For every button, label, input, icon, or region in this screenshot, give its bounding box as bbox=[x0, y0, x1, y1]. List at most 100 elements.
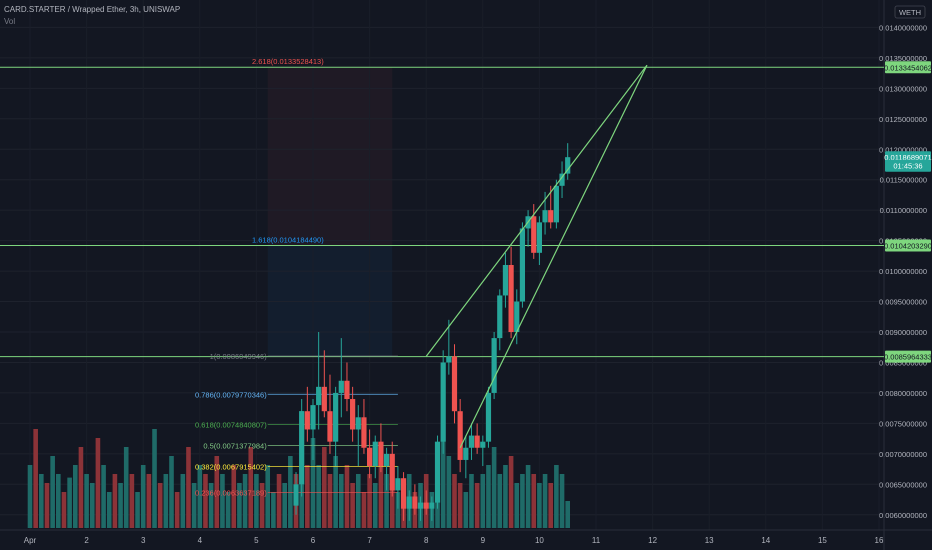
y-tick-label: 0.0100000000 bbox=[879, 267, 927, 276]
candle-body bbox=[395, 478, 401, 491]
y-tick-label: 0.0140000000 bbox=[879, 23, 927, 32]
fib-extension-zone-upper bbox=[267, 67, 393, 246]
y-tick-label: 0.0110000000 bbox=[880, 206, 927, 215]
y-tick-label: 0.0080000000 bbox=[879, 389, 927, 398]
candle-body bbox=[350, 399, 356, 430]
volume-bar bbox=[463, 492, 469, 528]
fib-retracement-label: 0.786(0.0079770346) bbox=[195, 390, 267, 399]
volume-bar bbox=[440, 420, 446, 528]
candle-body bbox=[333, 392, 339, 442]
x-tick-label: 5 bbox=[254, 536, 259, 545]
price-tag-label: 0.0104203290 bbox=[884, 241, 932, 250]
candle-body bbox=[372, 441, 378, 467]
x-tick-label: 12 bbox=[648, 536, 657, 545]
volume-bar bbox=[525, 465, 531, 528]
candle-body bbox=[389, 453, 395, 491]
candle-body bbox=[316, 386, 322, 406]
y-tick-label: 0.0085000000 bbox=[879, 358, 927, 367]
volume-bar bbox=[89, 483, 95, 528]
volume-bar bbox=[282, 483, 287, 528]
volume-bar bbox=[254, 474, 259, 528]
volume-bar bbox=[548, 483, 554, 528]
chart-title: CARD.STARTER / Wrapped Ether, 3h, UNISWA… bbox=[4, 5, 181, 14]
candle-body bbox=[474, 435, 480, 448]
x-tick-label: 6 bbox=[311, 536, 316, 545]
price-tag-box bbox=[885, 61, 931, 74]
volume-bar bbox=[140, 465, 146, 528]
volume-bar bbox=[457, 483, 463, 528]
volume-bar bbox=[276, 474, 282, 528]
volume-bar bbox=[271, 492, 276, 528]
candle-body bbox=[344, 380, 350, 400]
candle-body bbox=[412, 496, 418, 509]
candle-body bbox=[480, 441, 486, 448]
candle-body bbox=[406, 496, 412, 509]
volume-bar bbox=[395, 492, 401, 528]
volume-bar bbox=[174, 492, 180, 528]
volume-bar bbox=[123, 447, 129, 528]
volume-bar bbox=[559, 474, 565, 528]
volume-bar bbox=[531, 474, 537, 528]
candle-body bbox=[417, 502, 424, 509]
volume-bar bbox=[259, 483, 265, 528]
volume-bar bbox=[305, 465, 310, 528]
volume-bar bbox=[27, 465, 33, 528]
y-tick-label: 0.0075000000 bbox=[879, 419, 927, 428]
y-tick-label: 0.0095000000 bbox=[879, 298, 927, 307]
volume-bar bbox=[203, 474, 208, 528]
volume-bar bbox=[339, 474, 344, 528]
volume-bar bbox=[169, 456, 174, 528]
volume-bar bbox=[355, 474, 361, 528]
volume-bar bbox=[316, 465, 321, 528]
volume-bar bbox=[384, 474, 389, 528]
candle-body bbox=[463, 447, 469, 460]
volume-bar bbox=[361, 492, 367, 528]
price-tag-box bbox=[885, 239, 931, 252]
volume-bar bbox=[378, 465, 384, 528]
candle-body bbox=[434, 441, 441, 503]
volume-bar bbox=[135, 492, 140, 528]
candle-body bbox=[361, 417, 367, 448]
candle-body bbox=[559, 173, 565, 186]
y-tick-label: 0.0065000000 bbox=[879, 480, 927, 489]
volume-bar bbox=[248, 447, 254, 528]
fib-retracement-label: 0.236(0.0063637189) bbox=[195, 489, 267, 498]
candle-body bbox=[304, 411, 310, 430]
candle-body bbox=[502, 265, 509, 296]
volume-bar bbox=[208, 483, 214, 528]
volume-bar bbox=[152, 429, 157, 528]
y-tick-label: 0.0070000000 bbox=[879, 450, 927, 459]
x-tick-label: 2 bbox=[84, 536, 89, 545]
volume-bar bbox=[520, 474, 525, 528]
candle-body bbox=[299, 411, 305, 485]
candle-body bbox=[542, 210, 548, 223]
volume-bar bbox=[554, 465, 559, 528]
volume-bar bbox=[39, 474, 44, 528]
candle-body bbox=[497, 295, 503, 339]
price-tag-box bbox=[885, 350, 931, 363]
y-tick-label: 0.0125000000 bbox=[879, 115, 927, 124]
volume-bar bbox=[95, 438, 101, 528]
candle-body bbox=[400, 478, 407, 509]
candle-body bbox=[338, 380, 344, 393]
y-tick-label: 0.0090000000 bbox=[879, 328, 927, 337]
volume-bar bbox=[50, 456, 55, 528]
candle-body bbox=[536, 222, 542, 253]
volume-bar bbox=[491, 447, 497, 528]
volume-bar bbox=[288, 456, 293, 528]
y-tick-label: 0.0120000000 bbox=[879, 145, 927, 154]
x-tick-label: 16 bbox=[875, 536, 884, 545]
price-tag-label: 01:45:36 bbox=[893, 162, 922, 171]
volume-bar bbox=[129, 474, 135, 528]
x-tick-label: 11 bbox=[592, 536, 601, 545]
volume-bar bbox=[322, 447, 327, 528]
candle-body bbox=[327, 411, 333, 442]
volume-bar bbox=[106, 492, 112, 528]
candle-body bbox=[378, 441, 384, 467]
volume-bar bbox=[157, 483, 163, 528]
candle-body bbox=[423, 502, 429, 509]
volume-label: Vol bbox=[4, 17, 16, 26]
volume-bar bbox=[231, 465, 237, 528]
